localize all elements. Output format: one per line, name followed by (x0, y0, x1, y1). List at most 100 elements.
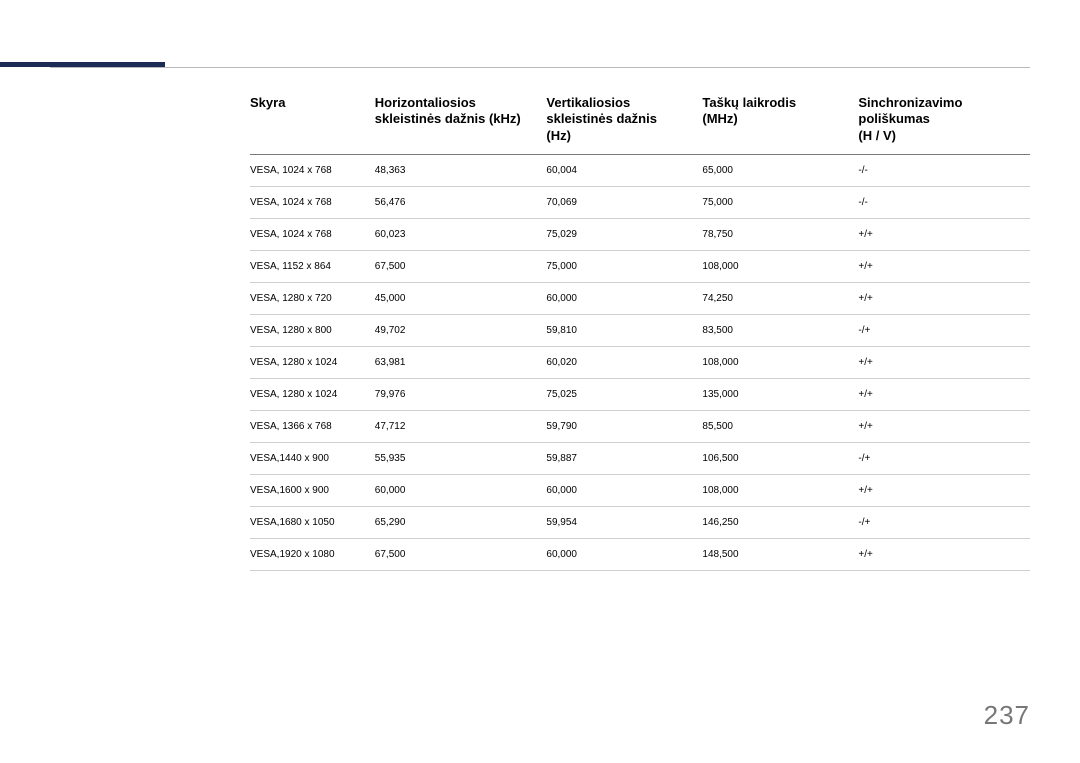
cell: -/+ (858, 442, 1030, 474)
cell: 59,954 (546, 506, 702, 538)
table-row: VESA,1920 x 108067,50060,000148,500+/+ (250, 538, 1030, 570)
cell: 75,025 (546, 378, 702, 410)
col-header-line: (MHz) (702, 111, 737, 126)
cell: 60,000 (546, 282, 702, 314)
table-row: VESA, 1024 x 76848,36360,00465,000-/- (250, 154, 1030, 186)
table-header-row: Skyra Horizontaliosios skleistinės dažni… (250, 95, 1030, 154)
cell: 108,000 (702, 474, 858, 506)
cell: 79,976 (375, 378, 547, 410)
cell: -/+ (858, 506, 1030, 538)
table-row: VESA, 1280 x 102463,98160,020108,000+/+ (250, 346, 1030, 378)
cell: VESA, 1280 x 720 (250, 282, 375, 314)
cell: 83,500 (702, 314, 858, 346)
col-header-line: skleistinės dažnis (kHz) (375, 111, 521, 126)
cell: 48,363 (375, 154, 547, 186)
cell: 75,000 (546, 250, 702, 282)
cell: +/+ (858, 346, 1030, 378)
timing-table: Skyra Horizontaliosios skleistinės dažni… (250, 95, 1030, 571)
cell: -/- (858, 186, 1030, 218)
top-rule (50, 67, 1030, 68)
cell: 47,712 (375, 410, 547, 442)
cell: VESA, 1280 x 1024 (250, 378, 375, 410)
cell: 59,790 (546, 410, 702, 442)
table-head: Skyra Horizontaliosios skleistinės dažni… (250, 95, 1030, 154)
cell: 63,981 (375, 346, 547, 378)
cell: 106,500 (702, 442, 858, 474)
col-header-line: skleistinės dažnis (546, 111, 657, 126)
cell: +/+ (858, 474, 1030, 506)
page: Skyra Horizontaliosios skleistinės dažni… (0, 0, 1080, 763)
cell: +/+ (858, 378, 1030, 410)
col-header-line: (Hz) (546, 128, 571, 143)
table-row: VESA, 1280 x 102479,97675,025135,000+/+ (250, 378, 1030, 410)
cell: VESA,1680 x 1050 (250, 506, 375, 538)
cell: 65,290 (375, 506, 547, 538)
col-header-resolution: Skyra (250, 95, 375, 154)
table-row: VESA, 1280 x 80049,70259,81083,500-/+ (250, 314, 1030, 346)
cell: VESA, 1280 x 800 (250, 314, 375, 346)
cell: 85,500 (702, 410, 858, 442)
cell: 67,500 (375, 538, 547, 570)
cell: 108,000 (702, 250, 858, 282)
cell: +/+ (858, 410, 1030, 442)
cell: 60,023 (375, 218, 547, 250)
cell: 60,000 (546, 474, 702, 506)
cell: 60,000 (375, 474, 547, 506)
cell: 59,810 (546, 314, 702, 346)
cell: 49,702 (375, 314, 547, 346)
cell: 74,250 (702, 282, 858, 314)
col-header-line: Taškų laikrodis (702, 95, 796, 110)
table-row: VESA,1680 x 105065,29059,954146,250-/+ (250, 506, 1030, 538)
cell: 70,069 (546, 186, 702, 218)
col-header-line: Skyra (250, 95, 285, 110)
col-header-line: Sinchronizavimo (858, 95, 962, 110)
cell: 135,000 (702, 378, 858, 410)
cell: +/+ (858, 250, 1030, 282)
cell: 59,887 (546, 442, 702, 474)
table-row: VESA, 1024 x 76860,02375,02978,750+/+ (250, 218, 1030, 250)
cell: 146,250 (702, 506, 858, 538)
cell: VESA, 1024 x 768 (250, 218, 375, 250)
table-row: VESA,1440 x 90055,93559,887106,500-/+ (250, 442, 1030, 474)
table-row: VESA, 1152 x 86467,50075,000108,000+/+ (250, 250, 1030, 282)
col-header-line: Vertikaliosios (546, 95, 630, 110)
col-header-line: poliškumas (858, 111, 930, 126)
cell: -/- (858, 154, 1030, 186)
cell: 75,000 (702, 186, 858, 218)
table-row: VESA, 1024 x 76856,47670,06975,000-/- (250, 186, 1030, 218)
col-header-line: (H / V) (858, 128, 896, 143)
cell: 60,020 (546, 346, 702, 378)
cell: 148,500 (702, 538, 858, 570)
cell: -/+ (858, 314, 1030, 346)
cell: VESA, 1366 x 768 (250, 410, 375, 442)
cell: 108,000 (702, 346, 858, 378)
cell: 60,000 (546, 538, 702, 570)
table-row: VESA, 1280 x 72045,00060,00074,250+/+ (250, 282, 1030, 314)
col-header-hfreq: Horizontaliosios skleistinės dažnis (kHz… (375, 95, 547, 154)
cell: 67,500 (375, 250, 547, 282)
col-header-syncpol: Sinchronizavimo poliškumas (H / V) (858, 95, 1030, 154)
cell: 56,476 (375, 186, 547, 218)
cell: VESA, 1280 x 1024 (250, 346, 375, 378)
cell: 78,750 (702, 218, 858, 250)
table-body: VESA, 1024 x 76848,36360,00465,000-/- VE… (250, 154, 1030, 570)
cell: 60,004 (546, 154, 702, 186)
col-header-vfreq: Vertikaliosios skleistinės dažnis (Hz) (546, 95, 702, 154)
cell: VESA, 1024 x 768 (250, 154, 375, 186)
cell: +/+ (858, 538, 1030, 570)
cell: VESA,1920 x 1080 (250, 538, 375, 570)
col-header-line: Horizontaliosios (375, 95, 476, 110)
page-number: 237 (984, 700, 1030, 731)
cell: 75,029 (546, 218, 702, 250)
col-header-pixclock: Taškų laikrodis (MHz) (702, 95, 858, 154)
cell: 55,935 (375, 442, 547, 474)
cell: +/+ (858, 218, 1030, 250)
cell: 45,000 (375, 282, 547, 314)
cell: VESA, 1152 x 864 (250, 250, 375, 282)
cell: 65,000 (702, 154, 858, 186)
table-row: VESA, 1366 x 76847,71259,79085,500+/+ (250, 410, 1030, 442)
table-container: Skyra Horizontaliosios skleistinės dažni… (250, 95, 1030, 571)
cell: VESA,1440 x 900 (250, 442, 375, 474)
cell: VESA,1600 x 900 (250, 474, 375, 506)
cell: VESA, 1024 x 768 (250, 186, 375, 218)
